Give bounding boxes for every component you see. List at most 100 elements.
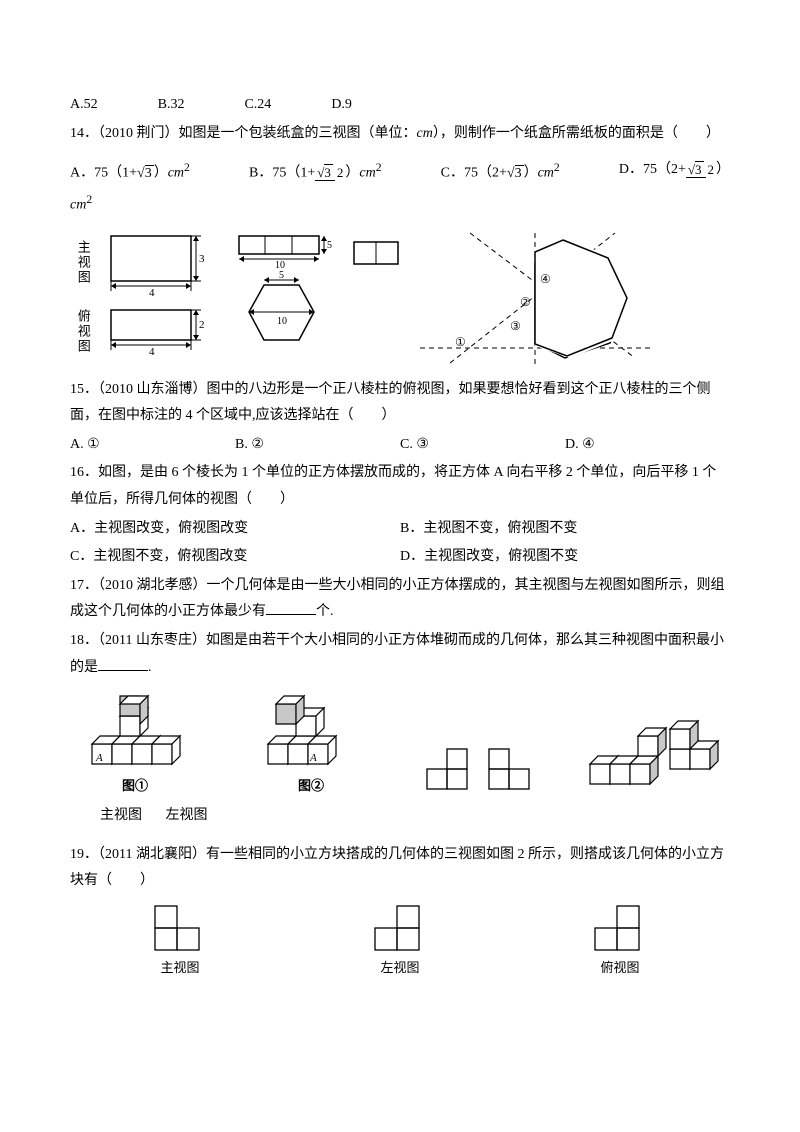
q14a-pre: A．75（1+	[70, 166, 137, 181]
q19-left-svg	[365, 901, 435, 956]
q14-t1: 如图是一个包装纸盒的三视图（单位：	[179, 126, 417, 141]
q14d-post: ）	[716, 162, 730, 177]
q13-opt-c: C.24	[244, 92, 271, 119]
q13-opt-a: A.52	[70, 92, 98, 119]
q14-dim3: 3	[199, 253, 205, 265]
q17-cap-main: 主视图	[100, 808, 142, 823]
q14c-post: ）	[524, 166, 538, 181]
q18-figures: A 图① A 图②	[70, 689, 730, 799]
q14a-post: ）	[154, 166, 168, 181]
q14d-2: 2	[86, 193, 92, 206]
q14-unit: cm	[417, 126, 433, 141]
q15-opt-b: B. ②	[235, 432, 400, 459]
q15-opt-a: A. ①	[70, 432, 235, 459]
q17-cap-left: 左视图	[166, 808, 208, 823]
q14-t2: ），则制作一个纸盒所需纸板的面积是（ ）	[433, 126, 720, 141]
q14-options-row1: A．75（1+3）cm2 B．75（1+32）cm2 C．75（2+3）cm2 …	[70, 157, 730, 187]
q16-opt-c: C．主视图不变，俯视图改变	[70, 544, 400, 571]
q19-main-svg	[145, 901, 215, 956]
q14-cm2-last: cm2	[70, 189, 730, 219]
q14d-sqrt: 3	[695, 161, 704, 177]
q16-opt-d: D．主视图改变，俯视图不变	[400, 544, 730, 571]
q14-dim5b: 5	[279, 270, 284, 281]
fig2-A: A	[309, 752, 317, 764]
q14-hexagon: 5 10	[239, 270, 329, 350]
q15-opt-c: C. ③	[400, 432, 565, 459]
q16-text: 16．如图，是由 6 个棱长为 1 个单位的正方体摆放而成的，将正方体 A 向右…	[70, 460, 730, 513]
q15-octagon-figure: ② ③ ① ④	[415, 228, 655, 373]
q13-opt-d: D.9	[331, 92, 352, 119]
q14-dim4b: 4	[149, 346, 155, 358]
q14-opt-d: D．75（2+ 32）	[619, 157, 730, 187]
q14-text: 14．（2010 荆门）如图是一个包装纸盒的三视图（单位：cm），则制作一个纸盒…	[70, 121, 730, 148]
fig-2: A 图②	[246, 689, 376, 799]
q15-src: （2010 山东淄博）	[98, 382, 207, 397]
q14-main-view: 4 3	[99, 228, 209, 298]
q14-two-square	[349, 232, 409, 274]
q14-num: 14．	[70, 126, 98, 141]
q14-opt-b: B．75（1+32）cm2	[249, 157, 382, 187]
q14d-cm: cm	[70, 198, 86, 213]
q14c-pre: C．75（2+	[441, 166, 507, 181]
q14d-den: 2	[706, 162, 717, 177]
q17-main	[422, 744, 472, 799]
q14-opt-c: C．75（2+3）cm2	[441, 157, 560, 187]
q14-dim10b: 10	[277, 316, 287, 327]
q14-rect-5-10: 5 10	[229, 228, 339, 270]
q14-views-col: 主视图 4 3 俯视图 4	[70, 228, 209, 362]
q14a-sqrt: 3	[145, 165, 154, 181]
q18-src: （2011 山东枣庄）	[98, 633, 206, 648]
q18-text: 18．（2011 山东枣庄）如图是由若干个大小相同的小正方体堆砌而成的几何体，那…	[70, 628, 730, 681]
q14b-post: ）	[345, 166, 359, 181]
q16-num: 16．	[70, 465, 98, 480]
q14a-2: 2	[184, 161, 190, 174]
q17-captions: 主视图 左视图	[100, 803, 730, 830]
q19-text: 19．（2011 湖北襄阳）有一些相同的小立方块搭成的几何体的三视图如图 2 所…	[70, 842, 730, 895]
fig1-svg: A	[70, 689, 200, 774]
q19-main: 主视图	[145, 901, 215, 981]
fig1-cap: 图①	[70, 774, 200, 799]
q15-region-2: ②	[520, 295, 531, 309]
q14b-pre: B．75（1+	[249, 166, 315, 181]
q14-dim5a: 5	[327, 240, 332, 251]
q14c-sqrt: 3	[515, 165, 524, 181]
q14-top-view: 4 2	[99, 302, 209, 362]
q13-opt-b: B.32	[158, 92, 185, 119]
q19-top-svg	[585, 901, 655, 956]
q17-num: 17．	[70, 578, 98, 593]
fig1-A: A	[95, 752, 103, 764]
q18-solid	[580, 704, 730, 799]
fig2-svg: A	[246, 689, 376, 774]
q19-cap-top: 俯视图	[585, 956, 655, 981]
q17-left	[484, 744, 534, 799]
q15-region-3: ③	[510, 319, 521, 333]
q14-main-label: 主视图	[70, 240, 95, 285]
q16-opt-b: B．主视图不变，俯视图不变	[400, 516, 730, 543]
q14d-pre: D．75（2+	[619, 162, 686, 177]
q14-mid-col: 5 10 5 10	[229, 228, 339, 350]
q14b-cm: cm	[359, 166, 375, 181]
q15-region-1: ①	[455, 335, 466, 349]
q14-top-label: 俯视图	[70, 309, 95, 354]
q16-opt-a: A．主视图改变，俯视图改变	[70, 516, 400, 543]
q14b-den: 2	[335, 165, 346, 180]
q15-num: 15．	[70, 382, 98, 397]
q14c-2: 2	[554, 161, 560, 174]
q14-figures: 主视图 4 3 俯视图 4	[70, 228, 730, 373]
q17-text: 17．（2010 湖北孝感）一个几何体是由一些大小相同的小正方体摆成的，其主视图…	[70, 573, 730, 626]
q17-t2: 个.	[316, 604, 334, 619]
q19-top: 俯视图	[585, 901, 655, 981]
q14-dim10a: 10	[275, 260, 285, 270]
q18-t2: .	[148, 660, 152, 675]
q14-src: （2010 荆门）	[98, 126, 179, 141]
q17-blank	[266, 600, 316, 615]
q13-options: A.52 B.32 C.24 D.9	[70, 92, 730, 119]
q17-views	[422, 744, 534, 799]
fig2-cap: 图②	[246, 774, 376, 799]
q15-region-4: ④	[540, 272, 551, 286]
q19-src: （2011 湖北襄阳）	[98, 847, 206, 862]
q19-cap-left: 左视图	[365, 956, 435, 981]
q16-t1: 如图，是由 6 个棱长为 1 个单位的正方体摆放而成的，将正方体 A 向右平移 …	[70, 465, 716, 507]
q15-opt-d: D. ④	[565, 432, 730, 459]
q14b-2: 2	[376, 161, 382, 174]
